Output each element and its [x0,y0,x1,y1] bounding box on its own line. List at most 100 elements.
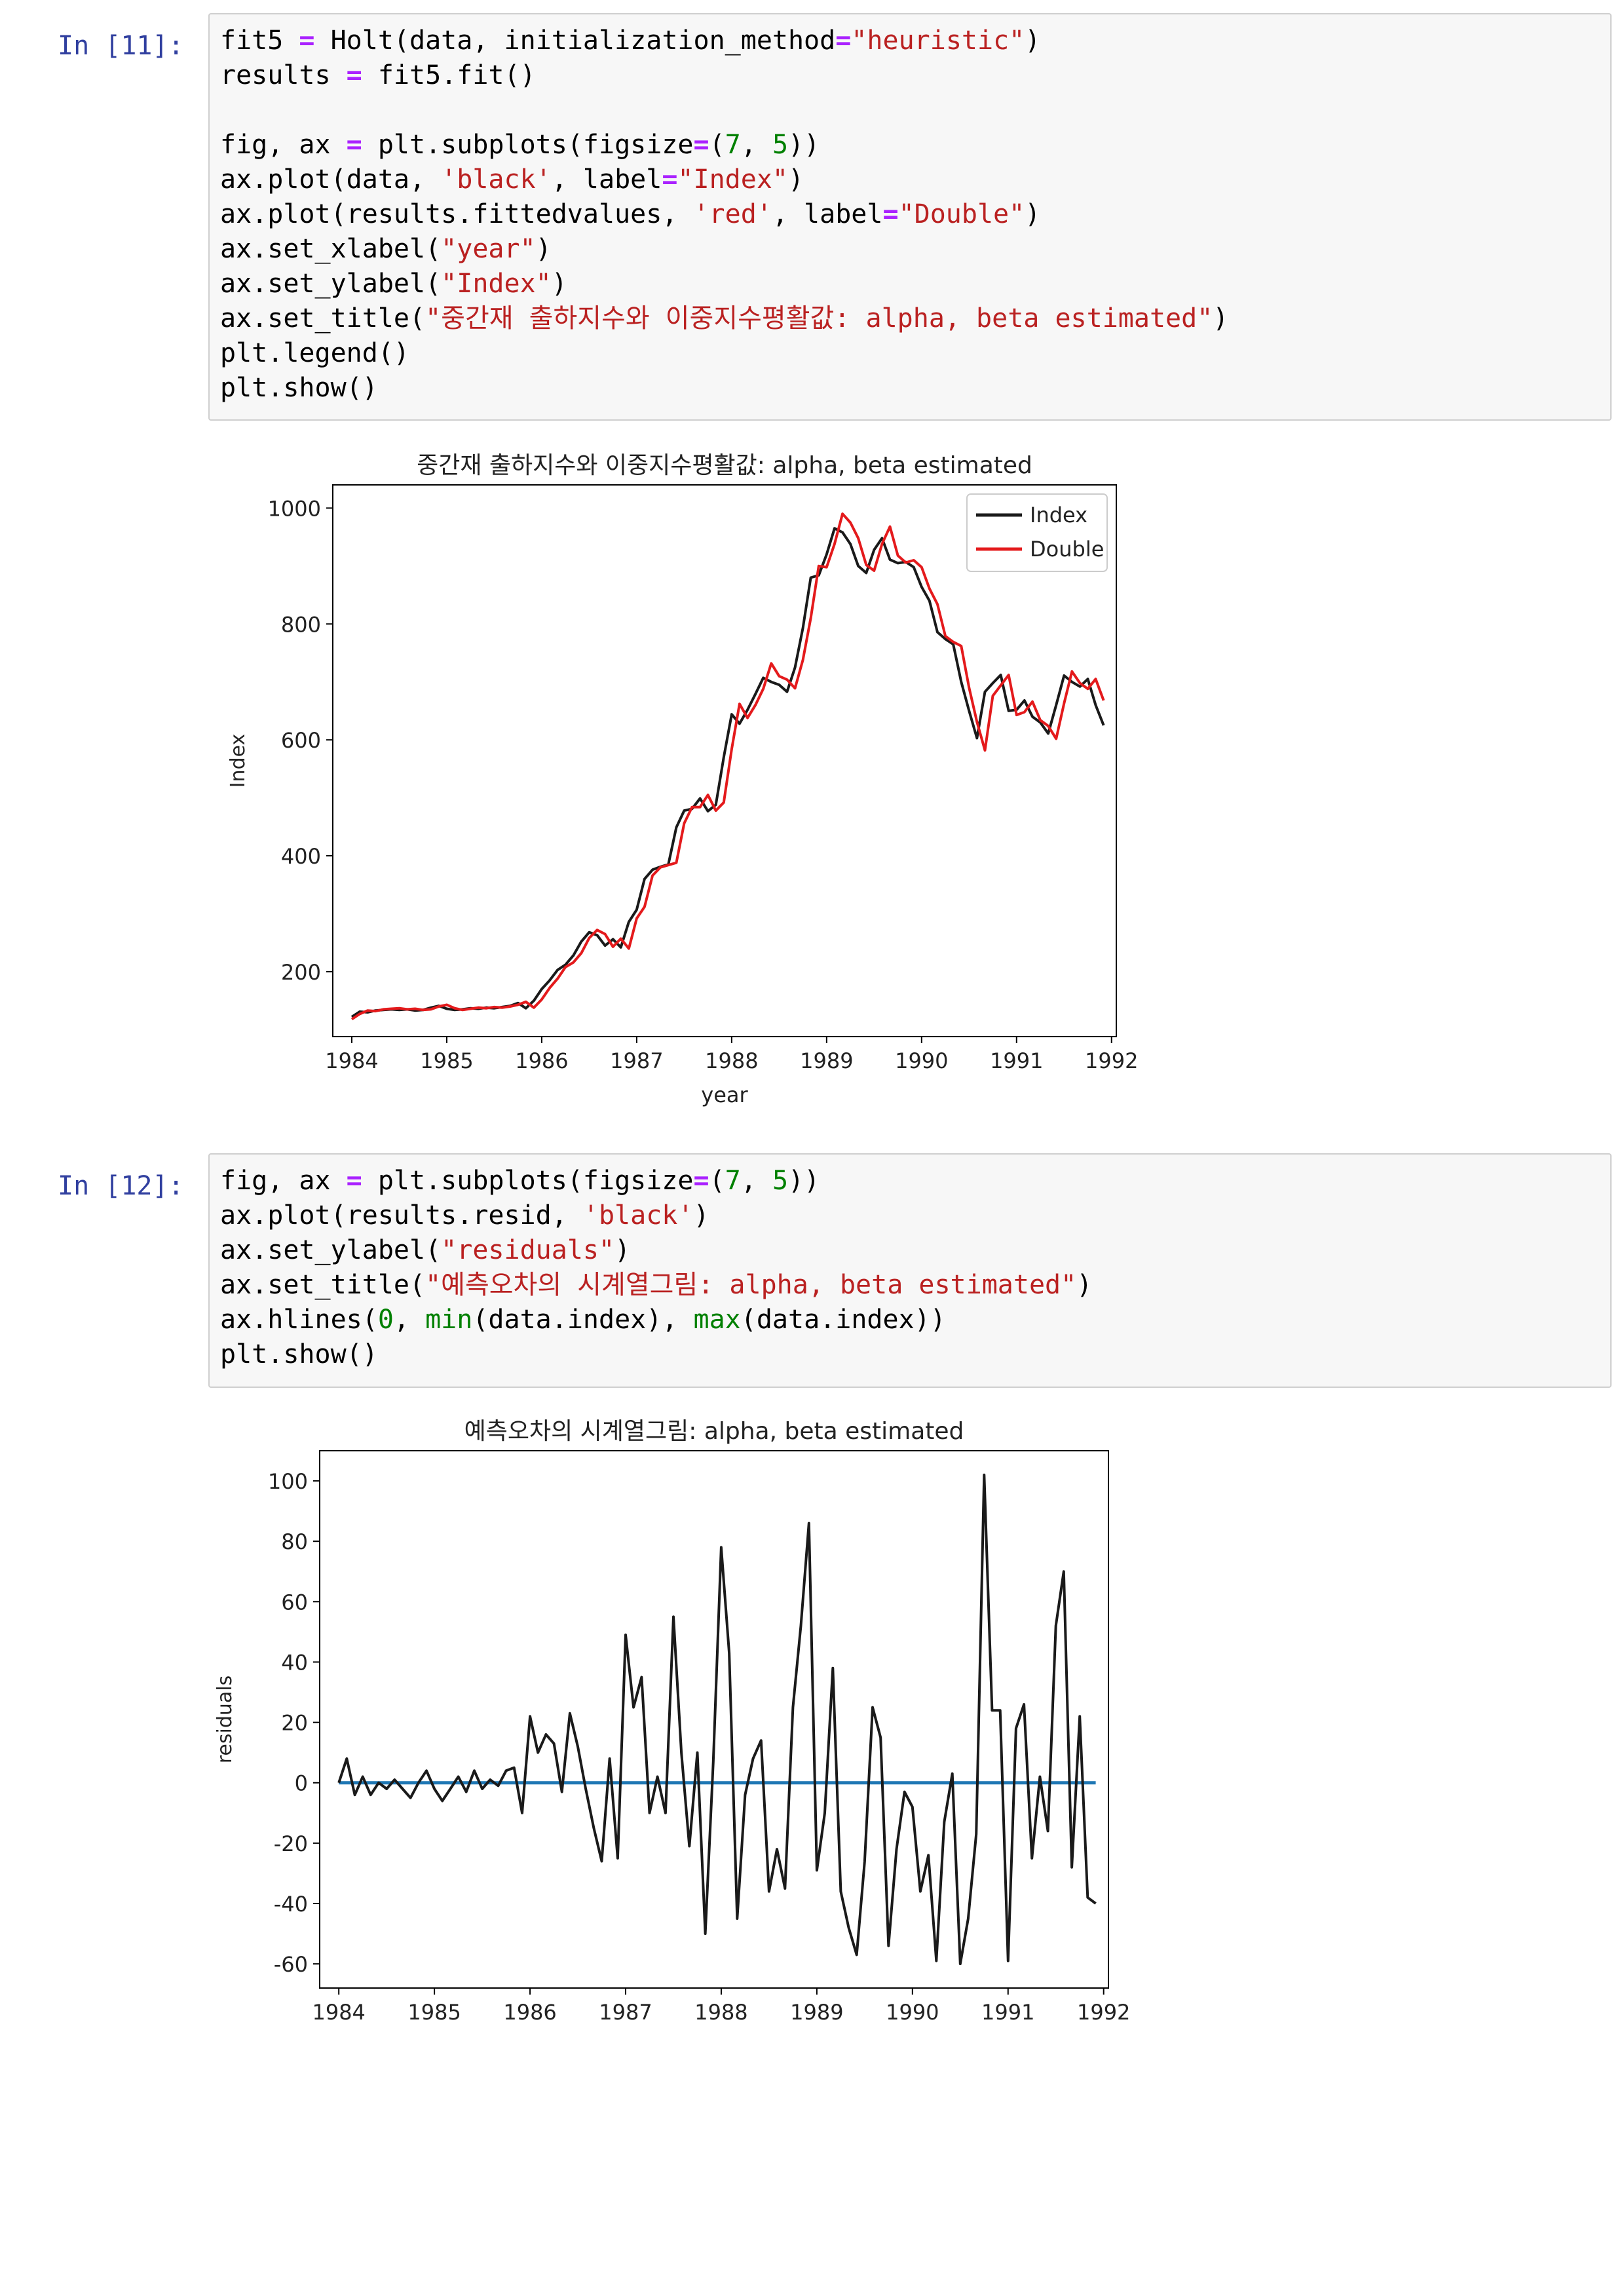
x-tick-label: 1989 [800,1048,853,1073]
code-line: ax.plot(results.resid, 'black') [220,1198,1092,1233]
x-tick-label: 1992 [1077,2000,1130,2025]
code-line: ax.plot(data, 'black', label="Index") [220,163,1228,197]
plot-frame [332,484,1117,1037]
code-token: = [835,26,852,56]
y-tick-label: -40 [274,1892,308,1917]
code-line: ax.plot(results.fittedvalues, 'red', lab… [220,197,1228,232]
code-line: fig, ax = plt.subplots(figsize=(7, 5)) [220,1164,1092,1198]
code-token: = [346,130,362,160]
code-token: (data.index)) [740,1305,946,1335]
code-token: ) [614,1235,631,1265]
code-token: = [882,199,899,229]
code-token: Holt(data, initialization_method [314,26,836,56]
x-tick-label: 1989 [790,2000,843,2025]
code-token: = [693,1166,709,1196]
code-token: 'black' [582,1200,694,1231]
code-token: , [740,130,772,160]
code-token: (data.index), [472,1305,694,1335]
code-line: fig, ax = plt.subplots(figsize=(7, 5)) [220,128,1228,163]
series-line-residuals [337,1473,1097,1966]
code-token: , [393,1305,426,1335]
code-token: "year" [441,234,536,264]
x-tick-label: 1986 [503,2000,556,2025]
code-token: ax.plot(data, [220,164,442,195]
y-tick-label: -20 [274,1831,308,1856]
y-tick-label: 400 [281,844,321,869]
cell-11-prompt: In [11]: [58,31,184,61]
x-tick-label: 1986 [515,1048,568,1073]
code-line: ax.set_ylabel("residuals") [220,1233,1092,1268]
code-token: "예측오차의 시계열그림: alpha, beta estimated" [425,1270,1077,1300]
y-tick-label: 200 [281,960,321,985]
code-token: 7 [725,130,741,160]
code-token: ( [709,130,725,160]
code-token: )) [788,130,820,160]
series-line-double [350,512,1105,1021]
code-token: ax.set_ylabel( [220,269,442,299]
code-token: ax.set_title( [220,303,426,334]
cell-12-code[interactable]: fig, ax = plt.subplots(figsize=(7, 5)) ax… [220,1164,1092,1372]
code-line: plt.show() [220,1337,1092,1372]
code-token: ) [551,269,567,299]
x-tick-label: 1990 [886,2000,939,2025]
code-token: ) [1025,199,1041,229]
cell-11-code[interactable]: fit5 = Holt(data, initialization_method=… [220,24,1228,406]
code-token: , label [551,164,662,195]
code-token: plt.legend() [220,338,409,368]
y-tick-label: 40 [281,1650,308,1675]
code-token: ax.set_title( [220,1270,426,1300]
chart-title: 중간재 출하지수와 이중지수평활값: alpha, beta estimated [417,452,1032,479]
x-tick-label: 1988 [705,1048,758,1073]
x-tick-label: 1985 [407,2000,461,2025]
code-line: ax.set_title("중간재 출하지수와 이중지수평활값: alpha, … [220,301,1228,336]
chart-index-double: 중간재 출하지수와 이중지수평활값: alpha, beta estimated… [227,452,1138,1107]
x-tick-label: 1984 [325,1048,378,1073]
code-line [220,93,1228,128]
legend: Index Double [966,493,1108,572]
code-token: plt.show() [220,1339,378,1369]
code-token: fig, ax [220,130,347,160]
code-token: ax.plot(results.fittedvalues, [220,199,694,229]
code-token: "Index" [677,164,788,195]
legend-label: Double [1030,537,1104,562]
code-token: fig, ax [220,1166,347,1196]
code-line: plt.legend() [220,336,1228,371]
code-token: fit5.fit() [362,60,536,90]
y-tick-label: 80 [281,1529,308,1554]
y-tick-label: -60 [274,1952,308,1977]
y-tick-label: 600 [281,728,321,753]
code-token: = [662,164,678,195]
code-token: ax.set_ylabel( [220,1235,442,1265]
cell-12-prompt: In [12]: [58,1171,184,1201]
y-tick-label: 800 [281,612,321,637]
y-tick-label: 1000 [268,496,321,521]
code-token: ( [709,1166,725,1196]
code-line: results = fit5.fit() [220,58,1228,93]
code-token: = [299,26,315,56]
code-token: plt.subplots(figsize [362,1166,694,1196]
code-token: ax.set_xlabel( [220,234,442,264]
code-token: ) [1076,1270,1093,1300]
chart-residuals: 예측오차의 시계열그림: alpha, beta estimated -60 -40… [214,1418,1130,2025]
legend-label: Index [1030,503,1087,527]
code-token: , label [772,199,883,229]
y-tick-label: 0 [295,1771,308,1796]
cell-11-editor[interactable]: fit5 = Holt(data, initialization_method=… [208,13,1612,421]
cell-12-editor[interactable]: fig, ax = plt.subplots(figsize=(7, 5)) ax… [208,1153,1612,1388]
y-tick-label: 100 [268,1469,308,1494]
x-tick-label: 1985 [420,1048,473,1073]
code-token: ax.hlines( [220,1305,378,1335]
code-token: ) [693,1200,709,1231]
code-token: fit5 [220,26,299,56]
code-token: plt.show() [220,373,378,403]
code-token: "중간재 출하지수와 이중지수평활값: alpha, beta estimate… [425,303,1213,334]
code-token: "Index" [441,269,552,299]
code-token: max [693,1305,741,1335]
code-token: min [425,1305,473,1335]
y-tick-label: 60 [281,1590,308,1615]
code-line: ax.set_xlabel("year") [220,232,1228,267]
code-token: ) [1213,303,1229,334]
x-tick-label: 1987 [599,2000,652,2025]
y-axis-label: Index [227,734,250,788]
code-token: ) [787,164,804,195]
